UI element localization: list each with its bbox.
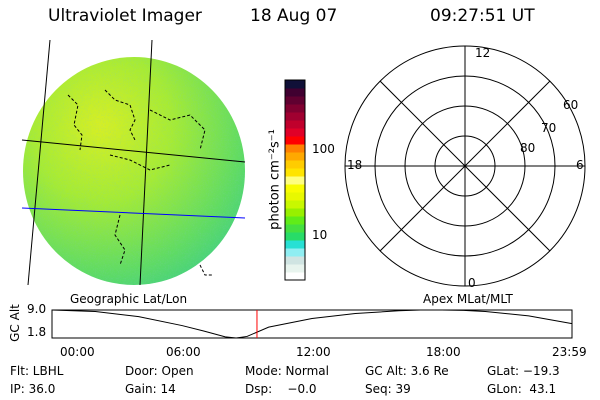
colorbar-swatch bbox=[285, 128, 305, 137]
lat-60-label: 60 bbox=[563, 98, 579, 112]
altitude-plot bbox=[51, 309, 573, 339]
mlt-6-label: 6 bbox=[576, 158, 584, 172]
instrument-title: Ultraviolet Imager bbox=[48, 6, 202, 26]
colorbar-swatch bbox=[285, 136, 305, 145]
colorbar-frame bbox=[284, 79, 306, 281]
colorbar-swatch bbox=[285, 264, 305, 273]
mlt-18-label: 18 bbox=[347, 158, 363, 172]
colorbar-swatch bbox=[285, 176, 305, 185]
colorbar-swatch bbox=[285, 184, 305, 193]
info-field: Dsp: −0.0 bbox=[245, 382, 317, 396]
y-tick-min: 1.8 bbox=[27, 325, 47, 339]
colorbar-swatch bbox=[285, 240, 305, 249]
colorbar-swatch bbox=[285, 192, 305, 201]
x-tick-label: 12:00 bbox=[296, 345, 331, 359]
colorbar-swatch bbox=[285, 80, 305, 89]
colorbar-label: photon cm⁻²s⁻¹ bbox=[267, 129, 283, 230]
colorbar-tick-100: 100 bbox=[312, 142, 335, 156]
y-axis-label: GC Alt bbox=[8, 304, 22, 342]
polar-grid bbox=[344, 45, 586, 287]
x-tick-label: 06:00 bbox=[166, 345, 201, 359]
colorbar-swatch bbox=[285, 272, 305, 281]
colorbar bbox=[285, 80, 305, 281]
colorbar-swatch bbox=[285, 256, 305, 265]
lat-70-label: 70 bbox=[541, 121, 557, 135]
mlt-12-label: 12 bbox=[475, 46, 491, 60]
geographic-label: Geographic Lat/Lon bbox=[70, 292, 188, 306]
colorbar-swatch bbox=[285, 120, 305, 129]
time-label: 09:27:51 UT bbox=[430, 6, 535, 26]
info-field: GLat: −19.3 bbox=[487, 364, 560, 378]
plot-frame bbox=[51, 309, 573, 339]
lat-80-label: 80 bbox=[520, 141, 536, 155]
auroral-image bbox=[21, 40, 246, 285]
colorbar-swatch bbox=[285, 152, 305, 161]
info-field: Gain: 14 bbox=[125, 382, 176, 396]
colorbar-swatch bbox=[285, 96, 305, 105]
y-tick-max: 9.0 bbox=[27, 302, 47, 316]
date-label: 18 Aug 07 bbox=[250, 6, 338, 26]
altitude-line bbox=[51, 309, 573, 339]
info-field: Flt: LBHL bbox=[10, 364, 64, 378]
info-field: GC Alt: 3.6 Re bbox=[365, 364, 449, 378]
info-field: Door: Open bbox=[125, 364, 194, 378]
x-tick-label: 23:59 bbox=[552, 345, 587, 359]
colorbar-swatch bbox=[285, 224, 305, 233]
colorbar-swatch bbox=[285, 168, 305, 177]
info-field: Seq: 39 bbox=[365, 382, 411, 396]
colorbar-swatch bbox=[285, 144, 305, 153]
info-field: IP: 36.0 bbox=[10, 382, 56, 396]
colorbar-swatch bbox=[285, 248, 305, 257]
colorbar-swatch bbox=[285, 160, 305, 169]
mlt-0-label: 0 bbox=[468, 276, 476, 290]
info-field: GLon: 43.1 bbox=[487, 382, 557, 396]
colorbar-swatch bbox=[285, 112, 305, 121]
colorbar-swatch bbox=[285, 88, 305, 97]
colorbar-swatch bbox=[285, 200, 305, 209]
x-tick-label: 18:00 bbox=[426, 345, 461, 359]
colorbar-swatch bbox=[285, 104, 305, 113]
colorbar-swatch bbox=[285, 216, 305, 225]
geo-grid bbox=[21, 40, 246, 285]
colorbar-swatch bbox=[285, 232, 305, 241]
x-tick-label: 00:00 bbox=[60, 345, 95, 359]
colorbar-swatch bbox=[285, 208, 305, 217]
info-field: Mode: Normal bbox=[245, 364, 329, 378]
apex-label: Apex MLat/MLT bbox=[423, 292, 513, 306]
terminator-line bbox=[21, 207, 246, 219]
colorbar-tick-10: 10 bbox=[312, 228, 328, 242]
